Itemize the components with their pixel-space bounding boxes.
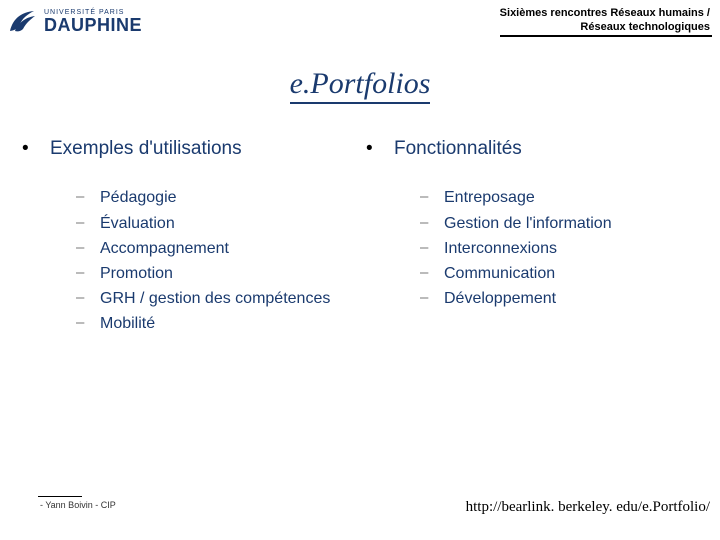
logo-text: UNIVERSITÉ PARIS DAUPHINE <box>44 9 142 34</box>
list-item: –Accompagnement <box>76 237 366 260</box>
footer-url: http://bearlink. berkeley. edu/e.Portfol… <box>466 499 710 516</box>
list-item-text: Mobilité <box>100 312 366 335</box>
list-item: –Évaluation <box>76 212 366 235</box>
right-column-heading: • Fonctionnalités <box>366 138 710 161</box>
right-column: • Fonctionnalités –Entreposage–Gestion d… <box>366 138 710 338</box>
list-item-text: Évaluation <box>100 212 366 235</box>
dash-icon: – <box>76 287 86 310</box>
dash-icon: – <box>420 237 430 260</box>
dash-icon: – <box>76 212 86 235</box>
left-sublist: –Pédagogie–Évaluation–Accompagnement–Pro… <box>76 186 366 335</box>
list-item-text: Communication <box>444 262 710 285</box>
right-sublist: –Entreposage–Gestion de l'information–In… <box>420 186 710 310</box>
left-column: • Exemples d'utilisations –Pédagogie–Éva… <box>22 138 366 338</box>
list-item-text: Accompagnement <box>100 237 366 260</box>
dauphine-logo-icon <box>8 6 38 36</box>
dash-icon: – <box>76 186 86 209</box>
slide-title: e.Portfolios <box>290 67 431 104</box>
dash-icon: – <box>76 262 86 285</box>
left-heading-text: Exemples d'utilisations <box>50 138 242 161</box>
list-item: –Gestion de l'information <box>420 212 710 235</box>
logo-name: DAUPHINE <box>44 16 142 34</box>
dash-icon: – <box>76 312 86 335</box>
list-item: –Pédagogie <box>76 186 366 209</box>
dash-icon: – <box>420 212 430 235</box>
event-line-2: Réseaux technologiques <box>500 20 710 34</box>
list-item-text: Développement <box>444 287 710 310</box>
list-item: –Interconnexions <box>420 237 710 260</box>
list-item: –Communication <box>420 262 710 285</box>
list-item: –Développement <box>420 287 710 310</box>
dash-icon: – <box>420 287 430 310</box>
bullet-icon: • <box>22 138 34 161</box>
list-item-text: GRH / gestion des compétences <box>100 287 366 310</box>
slide-title-wrap: e.Portfolios <box>0 67 720 104</box>
list-item: –Mobilité <box>76 312 366 335</box>
left-column-heading: • Exemples d'utilisations <box>22 138 366 161</box>
list-item-text: Pédagogie <box>100 186 366 209</box>
footer-credit: - Yann Boivin - CIP <box>40 496 116 510</box>
content-columns: • Exemples d'utilisations –Pédagogie–Éva… <box>0 138 720 338</box>
dash-icon: – <box>76 237 86 260</box>
bullet-icon: • <box>366 138 378 161</box>
dash-icon: – <box>420 186 430 209</box>
right-heading-text: Fonctionnalités <box>394 138 522 161</box>
list-item: –GRH / gestion des compétences <box>76 287 366 310</box>
list-item-text: Entreposage <box>444 186 710 209</box>
dash-icon: – <box>420 262 430 285</box>
list-item-text: Promotion <box>100 262 366 285</box>
list-item-text: Gestion de l'information <box>444 212 710 235</box>
slide-header: UNIVERSITÉ PARIS DAUPHINE Sixièmes renco… <box>0 0 720 39</box>
list-item: –Promotion <box>76 262 366 285</box>
logo: UNIVERSITÉ PARIS DAUPHINE <box>8 6 142 36</box>
list-item-text: Interconnexions <box>444 237 710 260</box>
event-line-1: Sixièmes rencontres Réseaux humains / <box>500 7 710 19</box>
event-title: Sixièmes rencontres Réseaux humains / Ré… <box>500 6 712 37</box>
list-item: –Entreposage <box>420 186 710 209</box>
